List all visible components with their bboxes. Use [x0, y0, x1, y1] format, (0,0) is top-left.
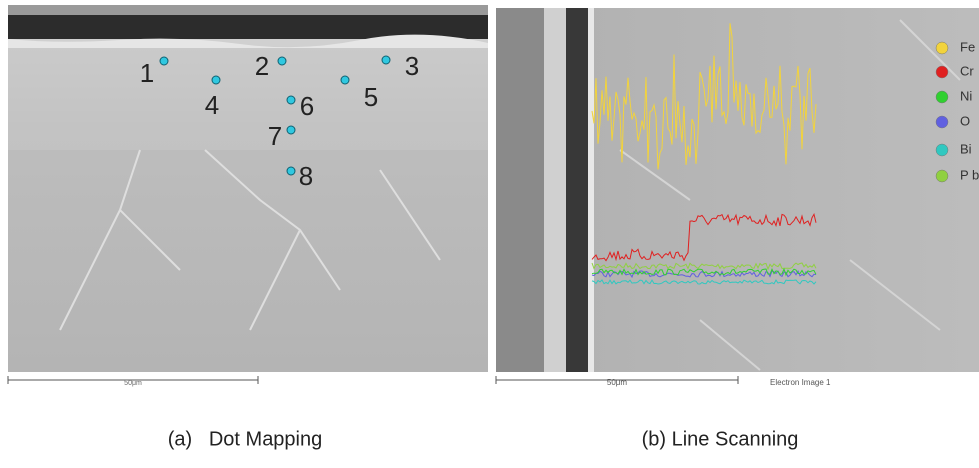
scale-bar-label: 50μm: [607, 378, 628, 387]
legend-dot: [936, 144, 948, 156]
point-label: 6: [300, 91, 314, 121]
image-label: Electron Image 1: [770, 378, 831, 387]
legend-dot: [936, 91, 948, 103]
legend-label: O: [960, 113, 970, 128]
legend-dot: [936, 66, 948, 78]
legend-dot: [936, 42, 948, 54]
point-label: 1: [140, 58, 154, 88]
point-label: 7: [268, 121, 282, 151]
dot-marker: [382, 56, 390, 64]
caption: (b) Line Scanning: [642, 428, 799, 450]
legend-label: Bi: [960, 141, 972, 156]
point-label: 2: [255, 51, 269, 81]
dot-marker: [160, 57, 168, 65]
dot-marker: [278, 57, 286, 65]
caption: (a) Dot Mapping: [168, 428, 323, 450]
legend-label: Cr: [960, 63, 974, 78]
dot-marker: [212, 76, 220, 84]
point-label: 8: [299, 161, 313, 191]
dot-marker: [341, 76, 349, 84]
legend-label: Fe: [960, 39, 975, 54]
legend-dot: [936, 116, 948, 128]
legend-label: Ni: [960, 88, 972, 103]
point-label: 3: [405, 51, 419, 81]
legend-label: P b: [960, 167, 979, 182]
dot-marker: [287, 96, 295, 104]
figure: 1 2 3 4 5 678 Fe Cr Ni O Bi P b 50μm 50μm Electron…: [0, 0, 979, 463]
dot-marker: [287, 167, 295, 175]
scale-bar-label: 50μm: [124, 380, 142, 387]
point-label: 4: [205, 90, 219, 120]
legend-dot: [936, 170, 948, 182]
sem-image-b: [496, 8, 979, 372]
dot-marker: [287, 126, 295, 134]
point-label: 5: [364, 82, 378, 112]
